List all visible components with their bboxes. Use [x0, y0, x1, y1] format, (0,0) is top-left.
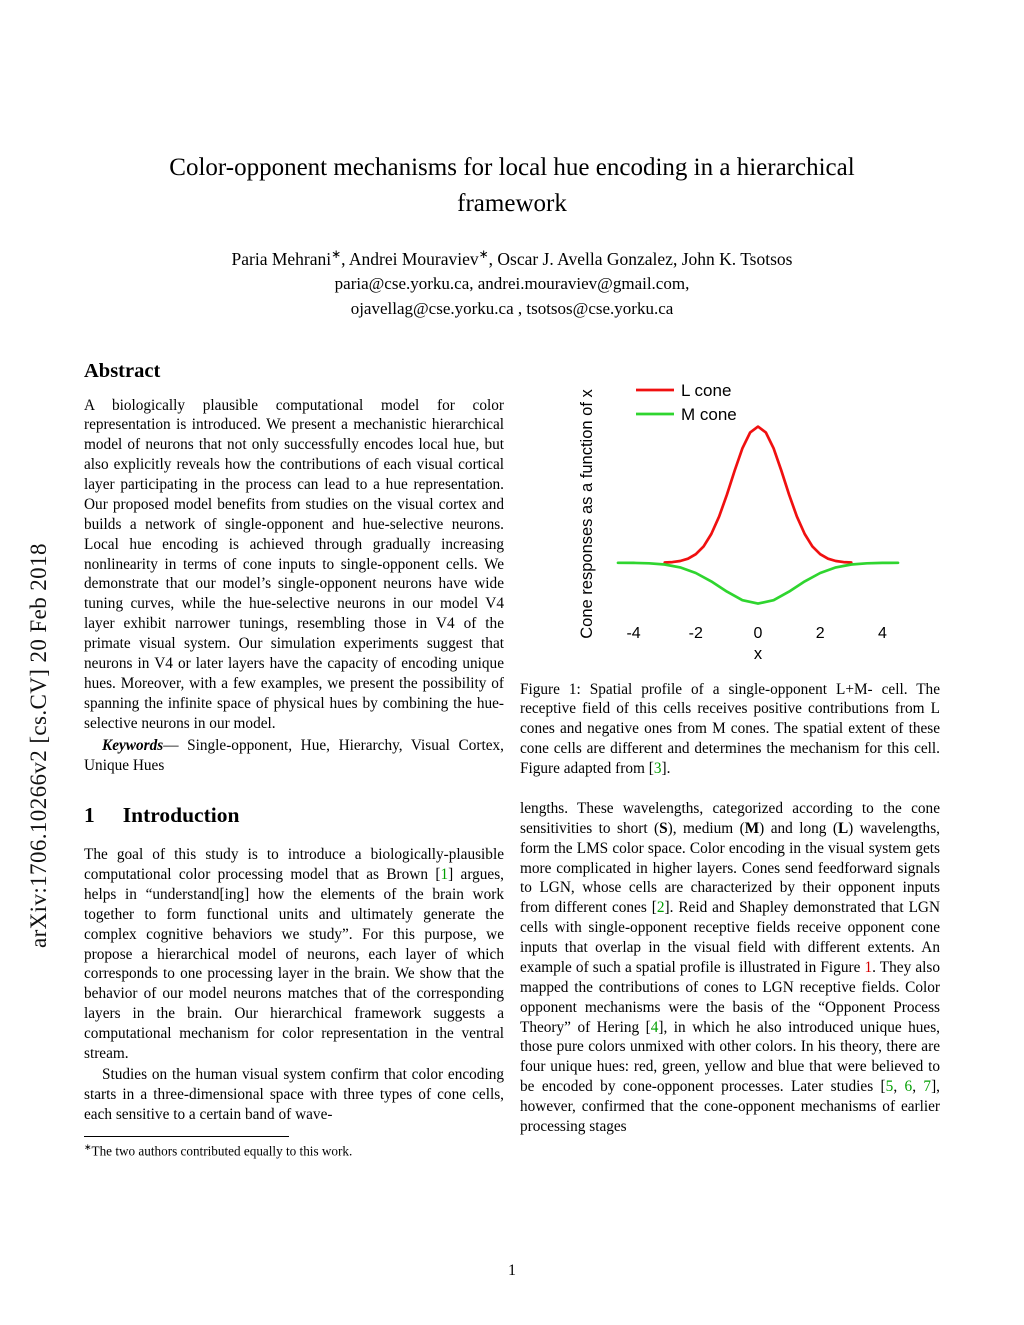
section-number: 1 [84, 803, 95, 828]
x-axis-label: x [754, 645, 763, 663]
cone-response-chart: Cone responses as a function of x x L co… [578, 381, 900, 663]
abstract-heading: Abstract [84, 359, 161, 382]
legend-label: L cone [681, 381, 731, 400]
text-segment: ∗ [478, 246, 489, 261]
citation-link[interactable]: 3 [653, 760, 662, 778]
figure-1-caption: Figure 1: Spatial profile of a single-op… [520, 680, 940, 779]
footnote-rule [84, 1136, 289, 1138]
y-axis-label: Cone responses as a function of x [578, 388, 596, 638]
text-segment: S [659, 819, 668, 837]
citation-link[interactable]: 1 [440, 866, 449, 884]
citation-link[interactable]: 1 [864, 958, 873, 976]
footnote-text: ∗The two authors contributed equally to … [84, 1142, 504, 1160]
citation-link[interactable]: 2 [656, 899, 665, 917]
section-1-heading: 1 Introduction [84, 803, 504, 828]
text-segment: ] argues, helps in “understand[ing] how … [84, 866, 505, 1062]
author-line: Paria Mehrani∗, Andrei Mouraviev∗, Oscar… [84, 247, 940, 270]
email-line-2: ojavellag@cse.yorku.ca , tsotsos@cse.yor… [350, 298, 674, 318]
section-title: Introduction [122, 803, 240, 828]
text-segment: The goal of this study is to introduce a… [84, 846, 504, 884]
legend-label: M cone [681, 405, 737, 424]
text-segment: , Oscar J. Avella Gonzalez, John K. Tsot… [488, 248, 793, 269]
paper-content: Color-opponent mechanisms for local hue … [84, 150, 940, 1160]
intro-paragraph-2: Studies on the human visual system confi… [84, 1065, 504, 1123]
text-segment: , [893, 1078, 905, 1096]
right-column-text: lengths. These wavelengths, categorized … [520, 799, 940, 1137]
figure-1: Cone responses as a function of x x L co… [520, 364, 940, 664]
text-segment: ∗ [84, 1142, 92, 1153]
text-segment: Figure 1: Spatial profile of a single-op… [520, 680, 940, 778]
citation-link[interactable]: 7 [923, 1078, 932, 1096]
left-column: Abstract A biologically plausible comput… [84, 360, 504, 1161]
email-block: paria@cse.yorku.ca, andrei.mouraviev@gma… [84, 272, 940, 321]
abstract-text: A biologically plausible computational m… [84, 396, 504, 732]
text-segment: ∗ [331, 246, 342, 261]
text-segment: ], however, confirmed that the cone-oppo… [520, 1078, 940, 1135]
citation-link[interactable]: 5 [885, 1078, 894, 1096]
two-column-body: Abstract A biologically plausible comput… [84, 360, 940, 1161]
paper-title: Color-opponent mechanisms for local hue … [169, 154, 855, 218]
text-segment: — Single-opponent, Hue, Hierarchy, Visua… [84, 737, 504, 775]
text-segment: , Andrei Mouraviev [341, 248, 479, 269]
citation-link[interactable]: 6 [904, 1078, 913, 1096]
keywords-line: Keywords— Single-opponent, Hue, Hierarch… [84, 736, 504, 776]
text-segment: M [744, 819, 760, 837]
citation-link[interactable]: 4 [650, 1018, 659, 1036]
page-number: 1 [508, 1262, 516, 1279]
email-line-1: paria@cse.yorku.ca, andrei.mouraviev@gma… [334, 274, 690, 294]
text-segment: ], in which he also introduced unique hu… [520, 1018, 941, 1096]
arxiv-watermark: arXiv:1706.10266v2 [cs.CV] 20 Feb 2018 [26, 543, 51, 948]
text-segment: ]. Reid and Shapley demonstrated that LG… [520, 899, 941, 976]
text-segment: lengths. These wavelengths, categorized … [520, 799, 940, 837]
x-tick-label: 2 [816, 625, 825, 642]
text-segment: ) and long ( [759, 819, 838, 837]
right-column: Cone responses as a function of x x L co… [520, 360, 940, 1161]
intro-paragraph-1: The goal of this study is to introduce a… [84, 845, 504, 1064]
text-segment: ), medium ( [667, 819, 745, 837]
footnote-block: ∗The two authors contributed equally to … [84, 1136, 504, 1160]
text-segment: ) wavelengths, form the LMS color space.… [520, 819, 940, 917]
text-segment: L [837, 819, 849, 837]
text-segment: Keywords [102, 737, 164, 755]
x-tick-label: 0 [754, 625, 763, 642]
text-segment: Paria Mehrani [231, 248, 332, 269]
x-tick-label: -2 [689, 625, 703, 642]
text-segment: ]. [661, 760, 671, 778]
l-cone-curve [663, 424, 853, 564]
x-tick-label: -4 [626, 625, 640, 642]
text-segment: . They also mapped the contributions of … [520, 958, 940, 1036]
text-segment: The two authors contributed equally to t… [91, 1143, 353, 1159]
x-tick-label: 4 [878, 625, 887, 642]
text-segment: , [912, 1078, 924, 1096]
m-cone-curve [616, 561, 900, 605]
